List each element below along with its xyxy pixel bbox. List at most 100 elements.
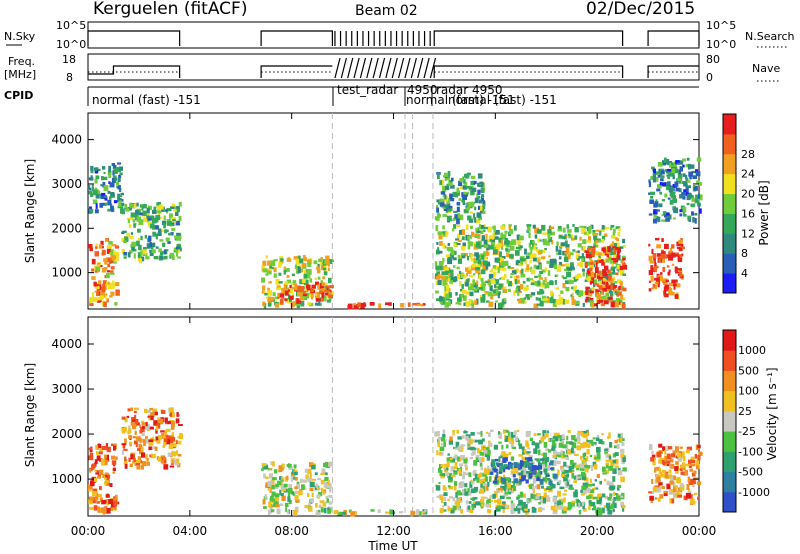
xtick-label-4: 16:00 xyxy=(478,524,513,538)
nave-tick-bottom: 0 xyxy=(706,71,713,84)
velocity-colorbar-tick-2: 100 xyxy=(738,385,759,398)
power-colorbar-swatch-4 xyxy=(723,193,736,214)
power-ytick-label-2: 3000 xyxy=(51,177,82,191)
nsky-tick-top: 10^5 xyxy=(56,19,86,32)
velocity-colorbar-swatch-8 xyxy=(723,330,736,351)
nsky-label: N.Sky xyxy=(4,30,36,43)
power-colorbar-swatch-5 xyxy=(723,173,736,195)
station-title: Kerguelen (fitACF) xyxy=(93,0,247,19)
power-colorbar-tick-1: 8 xyxy=(741,247,748,260)
xtick-label-6: 00:00 xyxy=(682,524,717,538)
velocity-colorbar-swatch-2 xyxy=(723,451,736,473)
velocity-colorbar-swatch-5 xyxy=(723,390,736,412)
velocity-colorbar-tick-7: -1000 xyxy=(738,486,770,499)
velocity-echo-region-3 xyxy=(333,509,428,517)
velocity-colorbar-tick-5: -100 xyxy=(738,445,763,458)
xtick-label-1: 04:00 xyxy=(173,524,208,538)
date-title: 02/Dec/2015 xyxy=(586,0,695,19)
power-colorbar-label: Power [dB] xyxy=(757,180,771,245)
velocity-colorbar-swatch-3 xyxy=(723,431,736,452)
power-echo-region-0 xyxy=(88,238,120,307)
power-ytick-label-3: 4000 xyxy=(51,133,82,147)
power-colorbar-tick-3: 16 xyxy=(741,207,755,220)
nsky-tick-bottom: 10^0 xyxy=(56,38,86,51)
power-colorbar-swatch-0 xyxy=(723,273,736,294)
power-ytick-label-1: 2000 xyxy=(51,221,82,235)
power-panel: Slant Range [km] 4 8 12 16 20 24 28 Power [dB]… xyxy=(23,112,771,310)
power-colorbar: 4 8 12 16 20 24 28 xyxy=(722,113,755,294)
power-echo-region-4 xyxy=(276,281,334,305)
velocity-colorbar-tick-6: -500 xyxy=(738,466,763,479)
nsky-tick-right-bottom: 10^0 xyxy=(706,38,736,51)
velocity-ytick-label-1: 2000 xyxy=(51,427,82,441)
cpid-label-3: 4950 xyxy=(407,83,438,97)
power-colorbar-tick-5: 24 xyxy=(741,168,755,181)
xtick-label-3: 12:00 xyxy=(376,524,411,538)
velocity-ytick-label-3: 4000 xyxy=(51,337,82,351)
power-colorbar-swatch-8 xyxy=(723,114,736,135)
beam-title: Beam 02 xyxy=(355,3,418,19)
velocity-ytick-label-0: 1000 xyxy=(51,472,82,486)
velocity-echo-region-0 xyxy=(88,443,120,515)
cpid-panel: CPID normal (fast) -151 test_radar 4950 … xyxy=(4,83,699,107)
velocity-colorbar: 1000 500 100 25 -25 -100 -500 -1000 xyxy=(722,329,770,513)
nave-label: Nave xyxy=(752,62,780,75)
power-colorbar-swatch-6 xyxy=(723,153,736,175)
power-colorbar-swatch-2 xyxy=(723,233,736,254)
velocity-colorbar-swatch-6 xyxy=(723,370,736,392)
velocity-colorbar-swatch-0 xyxy=(723,491,736,513)
nsky-panel: N.Sky 10^5 10^0 10^5 10^0 N.Search xyxy=(4,19,795,51)
power-echo-region-5 xyxy=(347,302,426,310)
power-colorbar-swatch-1 xyxy=(723,253,736,274)
power-echo-region-8 xyxy=(584,246,628,310)
power-colorbar-tick-0: 4 xyxy=(741,267,748,280)
velocity-colorbar-tick-4: -25 xyxy=(738,425,756,438)
freq-tick-top: 18 xyxy=(62,53,76,66)
power-echo-region-9 xyxy=(648,237,685,300)
power-ytick-label-0: 1000 xyxy=(51,266,82,280)
cpid-label-6: normal (fast) -151 xyxy=(448,93,557,107)
velocity-ytick-label-2: 3000 xyxy=(51,382,82,396)
xtick-label-5: 20:00 xyxy=(580,524,615,538)
velocity-colorbar-swatch-4 xyxy=(723,410,736,432)
velocity-colorbar-swatch-1 xyxy=(723,471,736,493)
freq-tick-bottom: 8 xyxy=(66,71,73,84)
power-echo-region-10 xyxy=(648,157,703,224)
nsearch-label: N.Search xyxy=(745,30,795,43)
power-echo-region-1 xyxy=(88,162,125,214)
power-colorbar-tick-6: 28 xyxy=(741,148,755,161)
freq-label: Freq. xyxy=(8,55,35,68)
cpid-label-1: normal (fast) -151 xyxy=(92,93,201,107)
power-colorbar-swatch-3 xyxy=(723,213,736,234)
nsky-tick-right-top: 10^5 xyxy=(706,19,736,32)
velocity-colorbar-tick-1: 500 xyxy=(738,364,759,377)
velocity-frame xyxy=(87,316,700,517)
velocity-panel: Slant Range [km] 1000 500 100 25 -25 -100 -500… xyxy=(23,316,779,538)
cpid-label-4: radar 4950 xyxy=(436,83,503,97)
power-colorbar-tick-2: 12 xyxy=(741,227,755,240)
xtick-label-2: 08:00 xyxy=(274,524,309,538)
velocity-echo-region-1 xyxy=(121,407,183,470)
cpid-label-5: normal (fast) -151 xyxy=(406,93,515,107)
velocity-colorbar-tick-3: 25 xyxy=(738,405,752,418)
velocity-colorbar-swatch-7 xyxy=(723,350,736,371)
cpid-label-2: test_radar xyxy=(337,83,398,97)
velocity-echo-region-2 xyxy=(261,461,333,516)
nave-tick-top: 80 xyxy=(706,53,720,66)
x-axis-label: Time UT xyxy=(367,539,418,553)
cpid-label: CPID xyxy=(4,89,33,102)
power-colorbar-tick-4: 20 xyxy=(741,188,755,201)
power-echoes xyxy=(88,157,703,310)
velocity-echo-region-5 xyxy=(490,457,558,485)
mhz-label: [MHz] xyxy=(4,68,36,81)
power-echo-region-6 xyxy=(434,224,627,309)
power-echo-region-7 xyxy=(434,170,486,225)
velocity-colorbar-label: Velocity [m s⁻¹] xyxy=(765,367,779,460)
power-echo-region-2 xyxy=(121,201,182,264)
power-ylabel: Slant Range [km] xyxy=(23,159,37,263)
power-colorbar-swatch-7 xyxy=(723,133,736,155)
freq-panel: Freq. [MHz] 18 8 80 0 Nave xyxy=(4,53,780,84)
velocity-ylabel: Slant Range [km] xyxy=(23,363,37,467)
xtick-label-0: 00:00 xyxy=(71,524,106,538)
